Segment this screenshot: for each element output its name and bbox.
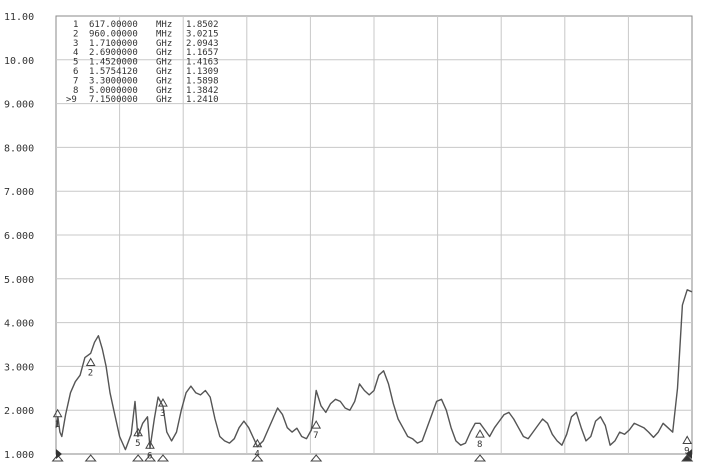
y-tick-label: 3.000 xyxy=(4,362,34,373)
y-tick-label: 7.000 xyxy=(4,187,34,198)
marker-9-label: 9 xyxy=(684,446,689,456)
marker-6-symbol xyxy=(145,440,155,449)
readout-value: 1.1309 xyxy=(186,67,219,77)
readout-frequency: 7.1500000 xyxy=(89,95,138,105)
readout-frequency: 1.7100000 xyxy=(89,39,138,49)
marker-1-label: 1 xyxy=(55,420,60,430)
readout-unit: MHz xyxy=(156,29,172,39)
y-tick-label: 2.000 xyxy=(4,406,34,417)
y-tick-label: 1.000 xyxy=(4,450,34,461)
readout-value: 1.1657 xyxy=(186,48,219,58)
readout-frequency: 3.3000000 xyxy=(89,76,138,86)
y-tick-label: 6.000 xyxy=(4,231,34,242)
readout-id: 5 xyxy=(73,58,78,68)
marker-1-bottom-triangle xyxy=(51,454,64,462)
y-axis-tick-labels: 1.000 2.000 3.000 4.000 5.000 6.000 7.000 8.000… xyxy=(4,12,34,461)
readout-id: 7 xyxy=(73,76,78,86)
trace-series xyxy=(55,289,693,451)
trace-line xyxy=(55,289,693,451)
readout-id: 3 xyxy=(73,39,78,49)
marker-9-symbol xyxy=(682,435,693,444)
readout-frequency: 1.5754120 xyxy=(89,67,138,77)
readout-value: 1.8502 xyxy=(186,20,219,30)
readout-value: 1.3842 xyxy=(186,86,219,96)
chart-grid xyxy=(55,15,693,455)
marker-4-bottom-triangle xyxy=(251,454,264,462)
bottom-marker-triangles xyxy=(51,449,694,462)
y-tick-label: 10.00 xyxy=(4,56,34,67)
marker-3-symbol xyxy=(158,398,168,407)
y-tick-label: 11.00 xyxy=(4,12,34,23)
readout-unit: MHz xyxy=(156,20,172,30)
readout-value: 2.0943 xyxy=(186,39,219,49)
marker-readout-table: 1 617.00000 MHz 1.8502 2 960.00000 MHz 3.0215 3 1… xyxy=(66,20,219,105)
readout-unit: GHz xyxy=(156,67,172,77)
y-tick-label: 9.000 xyxy=(4,100,34,111)
readout-frequency: 1.4520000 xyxy=(89,58,138,68)
readout-id: 6 xyxy=(73,67,78,77)
marker-9-bottom-triangle xyxy=(681,454,694,462)
readout-unit: GHz xyxy=(156,76,172,86)
readout-id: 1 xyxy=(73,20,78,30)
y-tick-label: 8.000 xyxy=(4,143,34,154)
readout-frequency: 5.0000000 xyxy=(89,86,138,96)
readout-id: 2 xyxy=(73,29,78,39)
readout-frequency: 617.00000 xyxy=(89,20,138,30)
readout-value: 1.2410 xyxy=(186,95,219,105)
marker-6-label: 6 xyxy=(147,451,152,461)
marker-6-bottom-triangle xyxy=(143,454,157,462)
left-reference-arrow xyxy=(56,449,62,459)
marker-7-label: 7 xyxy=(313,431,318,441)
readout-value: 1.4163 xyxy=(186,58,219,68)
readout-value: 1.5898 xyxy=(186,76,219,86)
marker-5-symbol xyxy=(133,427,143,437)
readout-unit: GHz xyxy=(156,86,172,96)
right-reference-arrow xyxy=(686,449,692,459)
marker-3-label: 3 xyxy=(160,409,165,419)
marker-5-bottom-triangle xyxy=(132,454,145,462)
readout-unit: GHz xyxy=(156,58,172,68)
marker-3-bottom-triangle xyxy=(156,454,170,462)
marker-2-symbol xyxy=(85,357,96,366)
marker-8-bottom-triangle xyxy=(473,454,487,462)
readout-unit: GHz xyxy=(156,39,172,49)
marker-4-symbol xyxy=(252,438,263,448)
marker-5-label: 5 xyxy=(135,439,140,449)
marker-7-symbol xyxy=(311,420,322,429)
y-tick-label: 4.000 xyxy=(4,319,34,330)
readout-value: 3.0215 xyxy=(186,29,219,39)
marker-2-label: 2 xyxy=(88,368,93,378)
readout-unit: GHz xyxy=(156,95,172,105)
marker-7-bottom-triangle xyxy=(310,454,323,462)
readout-unit: GHz xyxy=(156,48,172,58)
y-tick-label: 5.000 xyxy=(4,275,34,286)
readout-id: 4 xyxy=(73,48,78,58)
readout-frequency: 2.6900000 xyxy=(89,48,138,58)
readout-frequency: 960.00000 xyxy=(89,29,138,39)
marker-2-bottom-triangle xyxy=(84,454,97,462)
marker-8-label: 8 xyxy=(477,440,482,450)
readout-id: 8 xyxy=(73,86,78,96)
marker-1-symbol xyxy=(52,408,63,418)
readout-id: >9 xyxy=(66,95,77,105)
marker-8-symbol xyxy=(475,429,485,438)
